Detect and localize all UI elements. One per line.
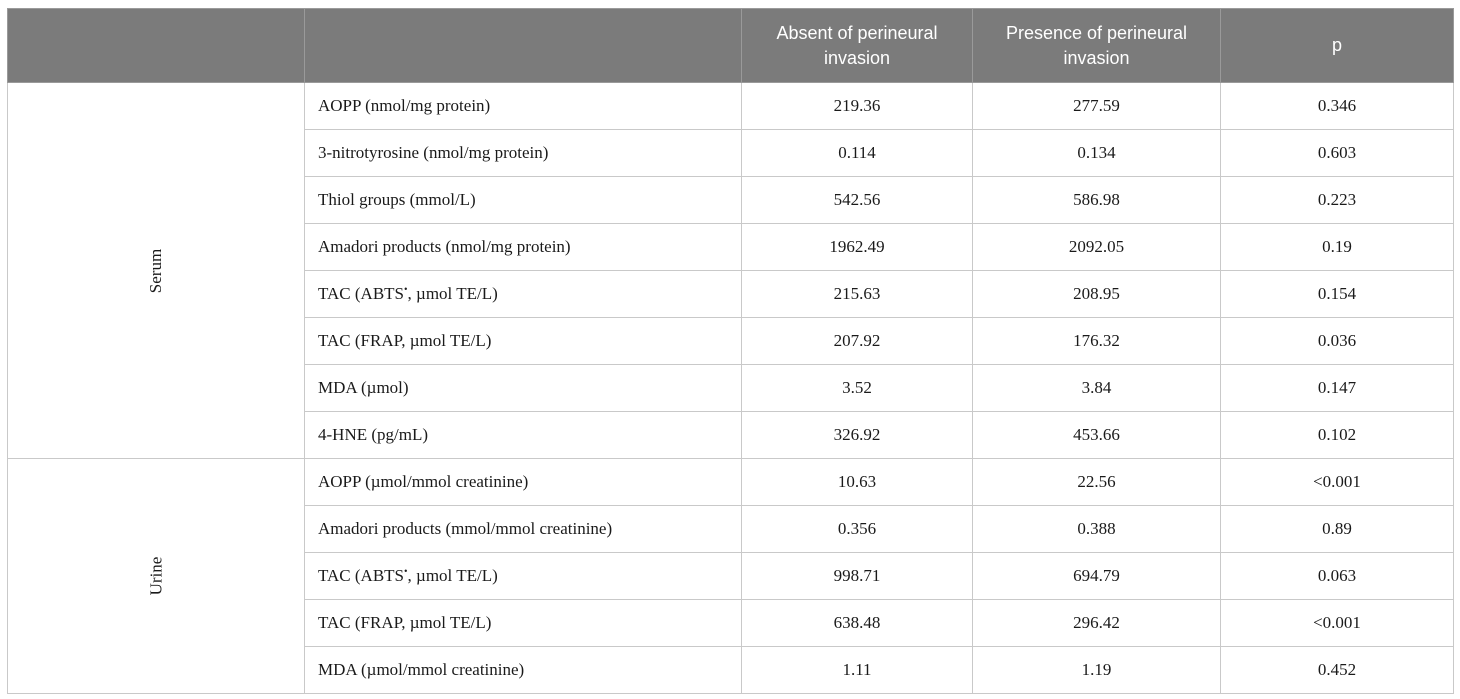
data-table: Absent of perineural invasion Presence o… [7,8,1454,694]
radical-dot: • [404,566,408,578]
header-absent: Absent of perineural invasion [741,8,973,83]
p-value: 0.346 [1220,82,1454,130]
presence-value: 694.79 [972,552,1221,600]
absent-value: 542.56 [741,176,973,224]
p-value: 0.223 [1220,176,1454,224]
presence-value: 176.32 [972,317,1221,365]
presence-value: 0.134 [972,129,1221,177]
presence-value: 1.19 [972,646,1221,694]
p-value: <0.001 [1220,458,1454,506]
parameter-label-text: , µmol TE/L) [407,284,498,303]
table-row: 4-HNE (pg/mL) 326.92 453.66 0.102 [8,411,1454,459]
presence-value: 296.42 [972,599,1221,647]
table-row: 3-nitrotyrosine (nmol/mg protein) 0.114 0.… [8,129,1454,177]
parameter-label: Thiol groups (mmol/L) [304,176,742,224]
parameter-label: TAC (ABTS•, µmol TE/L) [304,552,742,600]
p-value: 0.89 [1220,505,1454,553]
absent-value: 0.114 [741,129,973,177]
parameter-label-text: TAC (ABTS [318,566,405,585]
presence-value: 453.66 [972,411,1221,459]
p-value: 0.19 [1220,223,1454,271]
header-parameter [304,8,742,83]
table-row: TAC (FRAP, µmol TE/L) 638.48 296.42 <0.001 [8,599,1454,647]
parameter-label: MDA (µmol) [304,364,742,412]
table-body: Serum AOPP (nmol/mg protein) 219.36 277.59 0… [7,82,1454,694]
parameter-label: 3-nitrotyrosine (nmol/mg protein) [304,129,742,177]
parameter-label-text: , µmol TE/L) [407,566,498,585]
parameter-label: AOPP (µmol/mmol creatinine) [304,458,742,506]
absent-value: 998.71 [741,552,973,600]
presence-value: 3.84 [972,364,1221,412]
p-value: 0.603 [1220,129,1454,177]
header-p-value: p [1220,8,1454,83]
p-value: <0.001 [1220,599,1454,647]
p-value: 0.036 [1220,317,1454,365]
group-label-cell: Urine [7,458,305,694]
absent-value: 0.356 [741,505,973,553]
header-group [7,8,305,83]
absent-value: 219.36 [741,82,973,130]
p-value: 0.154 [1220,270,1454,318]
presence-value: 586.98 [972,176,1221,224]
table-row: Thiol groups (mmol/L) 542.56 586.98 0.223 [8,176,1454,224]
parameter-label-text: TAC (ABTS [318,284,405,303]
parameter-label: TAC (FRAP, µmol TE/L) [304,599,742,647]
absent-value: 638.48 [741,599,973,647]
absent-value: 1.11 [741,646,973,694]
parameter-label: TAC (FRAP, µmol TE/L) [304,317,742,365]
absent-value: 3.52 [741,364,973,412]
presence-value: 208.95 [972,270,1221,318]
absent-value: 1962.49 [741,223,973,271]
table-row: TAC (ABTS•, µmol TE/L) 215.63 208.95 0.154 [8,270,1454,318]
p-value: 0.102 [1220,411,1454,459]
table-row: Urine AOPP (µmol/mmol creatinine) 10.63 22.… [7,458,1454,694]
parameter-label: Amadori products (nmol/mg protein) [304,223,742,271]
parameter-label: MDA (µmol/mmol creatinine) [304,646,742,694]
absent-value: 10.63 [741,458,973,506]
group-label: Serum [145,248,165,293]
parameter-label: 4-HNE (pg/mL) [304,411,742,459]
p-value: 0.452 [1220,646,1454,694]
parameter-label: TAC (ABTS•, µmol TE/L) [304,270,742,318]
absent-value: 207.92 [741,317,973,365]
parameter-label: Amadori products (mmol/mmol creatinine) [304,505,742,553]
parameter-label: AOPP (nmol/mg protein) [304,82,742,130]
table-row: MDA (µmol/mmol creatinine) 1.11 1.19 0.452 [8,646,1454,694]
p-value: 0.147 [1220,364,1454,412]
presence-value: 0.388 [972,505,1221,553]
header-presence: Presence of perineural invasion [972,8,1221,83]
group-label: Urine [146,556,165,596]
table-row: Amadori products (nmol/mg protein) 1962.4… [8,223,1454,271]
absent-value: 326.92 [741,411,973,459]
absent-value: 215.63 [741,270,973,318]
presence-value: 2092.05 [972,223,1221,271]
presence-value: 22.56 [972,458,1221,506]
table-row: Serum AOPP (nmol/mg protein) 219.36 277.59 0… [7,82,1454,459]
table-row: TAC (FRAP, µmol TE/L) 207.92 176.32 0.036 [8,317,1454,365]
radical-dot: • [404,284,408,296]
p-value: 0.063 [1220,552,1454,600]
presence-value: 277.59 [972,82,1221,130]
group-label-cell: Serum [7,82,305,459]
header-row: Absent of perineural invasion Presence o… [7,8,1454,83]
